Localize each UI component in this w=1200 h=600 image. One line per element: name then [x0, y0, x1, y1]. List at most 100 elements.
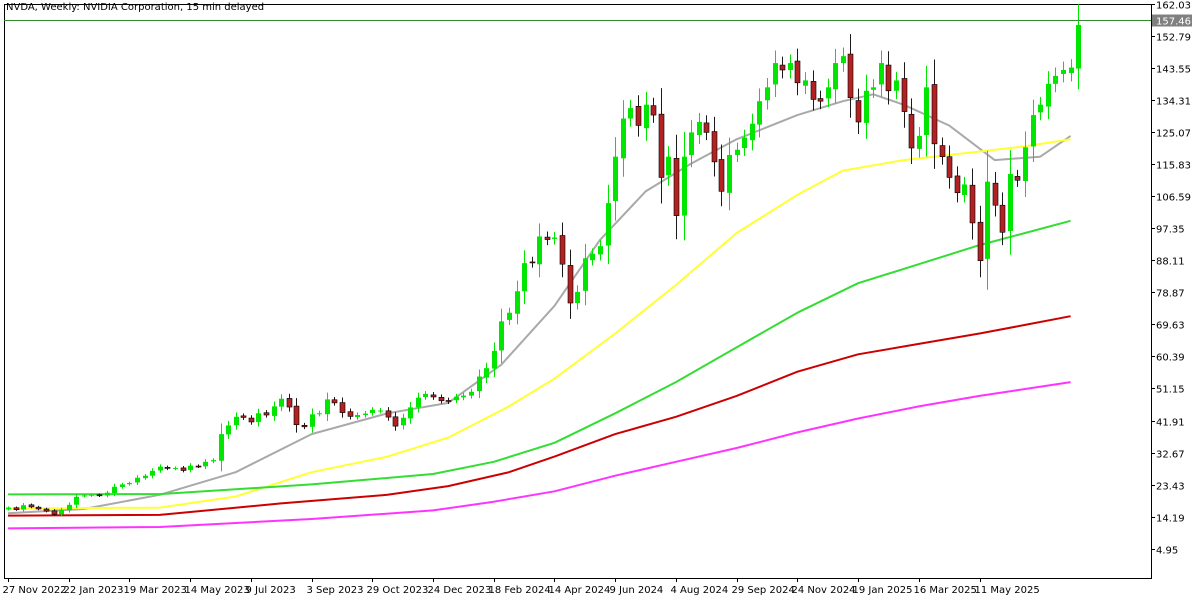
candle-bear [718, 159, 725, 192]
candle-bull [6, 507, 11, 510]
y-tick-label: 41.91 [1156, 418, 1185, 429]
candle-bear [779, 64, 786, 71]
candle-bull [962, 184, 967, 195]
x-tick-label: 18 Feb 2024 [489, 585, 551, 596]
candle-bull [644, 104, 649, 129]
candle-bear [711, 131, 718, 163]
candle-bull [742, 137, 747, 149]
x-tick-label: 16 Mar 2025 [914, 585, 977, 596]
candle-bull [59, 510, 64, 515]
candle-bear [658, 113, 665, 178]
candle-bull [310, 414, 315, 427]
candle-bear [559, 235, 566, 265]
candle-bull [317, 413, 322, 415]
candle-bull [105, 492, 110, 496]
candle-bear [810, 81, 817, 100]
candle-bull [765, 87, 770, 101]
candle-bull [598, 246, 603, 255]
x-tick-label: 11 May 2025 [975, 585, 1040, 596]
candle-bull [879, 63, 884, 85]
y-tick-label: 78.87 [1156, 289, 1185, 300]
candle-bear [164, 466, 171, 469]
x-tick-label: 24 Dec 2023 [428, 585, 492, 596]
candle-bull [211, 460, 216, 462]
candle-bull [484, 368, 489, 378]
candle-bear [339, 402, 346, 413]
candle-bull [552, 237, 557, 239]
candle-bull [628, 108, 633, 119]
candle-bull [924, 87, 929, 136]
y-tick-label: 152.79 [1156, 33, 1191, 44]
x-tick-label: 9 Jul 2023 [246, 585, 296, 596]
y-tick-label: 88.11 [1156, 257, 1185, 268]
candle-bull [234, 416, 239, 426]
candle-bull [1038, 104, 1043, 113]
candle-bear [438, 397, 445, 402]
candle-bear [347, 411, 354, 417]
candle-bear [817, 98, 824, 102]
candle-bull [985, 181, 990, 259]
candle-bear [529, 261, 536, 264]
x-tick-label: 9 Jun 2024 [610, 585, 664, 596]
candle-bull [477, 376, 482, 392]
candle-bull [727, 154, 732, 193]
x-tick-label: 22 Jan 2023 [64, 585, 124, 596]
candle-bull [82, 495, 87, 497]
x-tick-label: 29 Oct 2023 [367, 585, 429, 596]
candle-bear [908, 114, 915, 149]
x-tick-label: 24 Nov 2024 [792, 585, 856, 596]
candle-bear [567, 265, 574, 304]
candle-bull [469, 391, 474, 396]
candle-bear [794, 60, 801, 84]
candle-bear [931, 84, 938, 145]
candle-bear [180, 467, 187, 471]
moving-average-line [7, 219, 1071, 496]
candle-bear [847, 53, 854, 99]
candle-bear [195, 465, 202, 468]
candle-bull [1069, 67, 1074, 73]
candle-bull [507, 312, 512, 320]
y-tick-label: 23.43 [1156, 482, 1185, 493]
moving-average-line [7, 381, 1071, 530]
candle-bull [423, 393, 428, 398]
candle-bear [301, 424, 308, 428]
candle-bull [1008, 174, 1013, 231]
candle-bear [969, 184, 976, 224]
candle-bear [544, 236, 551, 240]
candle-bear [286, 398, 293, 408]
candle-bull [127, 482, 132, 485]
candle-bear [51, 510, 58, 515]
y-tick-label: 143.55 [1156, 65, 1191, 76]
candle-bull [1031, 115, 1036, 147]
moving-average-line [7, 315, 1071, 517]
candle-bear [946, 156, 953, 178]
x-tick-label: 29 Sep 2024 [732, 585, 795, 596]
candle-bull [1053, 75, 1058, 84]
candle-bull [143, 475, 148, 479]
moving-average-line [7, 138, 1071, 510]
candle-bull [454, 396, 459, 401]
candle-bull [864, 90, 869, 123]
candle-bull [666, 156, 671, 176]
x-tick-label: 3 Sep 2023 [307, 585, 364, 596]
y-tick-label: 106.59 [1156, 193, 1191, 204]
y-tick-label: 60.39 [1156, 353, 1185, 364]
candle-bear [430, 394, 437, 398]
candle-bull [325, 399, 330, 415]
y-tick-label: 4.95 [1156, 546, 1178, 557]
x-tick-label: 4 Aug 2024 [671, 585, 729, 596]
y-tick-label: 14.19 [1156, 514, 1185, 525]
candle-bear [901, 78, 908, 112]
candle-bull [89, 494, 94, 496]
candle-bear [650, 105, 657, 116]
candle-bull [1023, 147, 1028, 182]
candle-bull [219, 434, 224, 461]
candle-bear [385, 410, 392, 418]
x-tick-label: 19 Mar 2023 [124, 585, 187, 596]
candle-bull [833, 63, 838, 90]
candle-bull [515, 291, 520, 314]
candle-bull [613, 156, 618, 201]
candle-bear [992, 182, 999, 206]
candle-bull [401, 417, 406, 426]
